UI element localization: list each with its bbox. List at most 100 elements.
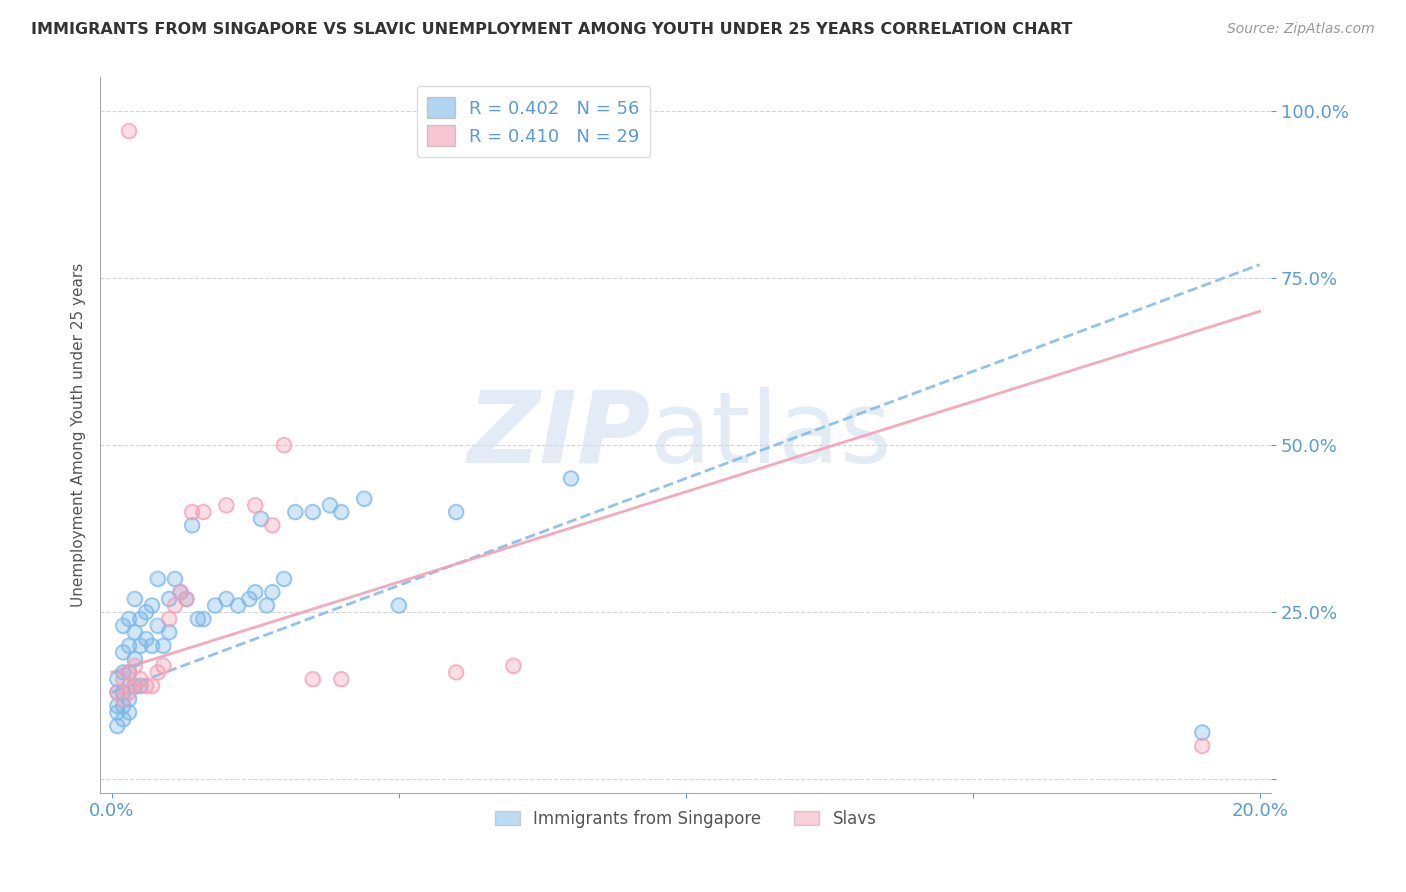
Point (238, 591, 260, 606)
Point (157, 591, 180, 606)
Point (502, 658, 524, 673)
Point (105, 719, 128, 733)
Point (118, 639, 141, 653)
Point (118, 665, 141, 680)
Point (118, 679, 141, 693)
Text: Source: ZipAtlas.com: Source: ZipAtlas.com (1227, 22, 1375, 37)
Point (187, 612, 209, 626)
Point (118, 685, 141, 699)
Point (105, 685, 128, 699)
Point (112, 618, 135, 632)
Point (112, 645, 135, 659)
Point (181, 505, 204, 519)
Point (118, 665, 141, 680)
Point (157, 612, 180, 626)
Point (105, 719, 128, 733)
Point (353, 491, 375, 506)
Point (141, 679, 163, 693)
Point (129, 672, 152, 686)
Point (105, 698, 128, 713)
Point (105, 706, 128, 720)
Point (105, 685, 128, 699)
Point (319, 498, 342, 512)
Point (444, 665, 467, 680)
Point (112, 698, 135, 713)
Point (129, 679, 152, 693)
Point (330, 505, 353, 519)
Point (124, 591, 146, 606)
Point (169, 585, 191, 599)
Point (560, 471, 582, 485)
Point (118, 685, 141, 699)
Point (174, 591, 197, 606)
Point (157, 612, 180, 626)
Point (301, 672, 323, 686)
Point (129, 612, 152, 626)
Point (129, 672, 152, 686)
Point (1191, 725, 1213, 739)
Point (273, 572, 295, 586)
Point (226, 599, 249, 613)
Point (141, 679, 163, 693)
Point (163, 599, 186, 613)
Point (193, 612, 215, 626)
Point (193, 612, 215, 626)
Point (135, 632, 157, 646)
Point (152, 639, 174, 653)
Point (262, 518, 284, 533)
Point (169, 585, 191, 599)
Point (250, 511, 273, 525)
Point (118, 612, 141, 626)
Point (112, 712, 135, 726)
Point (105, 685, 128, 699)
Point (112, 685, 135, 699)
Point (301, 505, 323, 519)
Point (243, 498, 266, 512)
Point (330, 672, 353, 686)
Point (273, 438, 295, 452)
Point (181, 518, 204, 533)
Point (141, 639, 163, 653)
Point (118, 665, 141, 680)
Point (169, 585, 191, 599)
Point (124, 679, 146, 693)
Point (118, 706, 141, 720)
Point (124, 625, 146, 640)
Point (118, 124, 141, 138)
Point (301, 505, 323, 519)
Point (146, 572, 169, 586)
Point (174, 591, 197, 606)
Point (152, 658, 174, 673)
Point (330, 672, 353, 686)
Point (181, 505, 204, 519)
Point (124, 679, 146, 693)
Point (146, 665, 169, 680)
Text: IMMIGRANTS FROM SINGAPORE VS SLAVIC UNEMPLOYMENT AMONG YOUTH UNDER 25 YEARS CORR: IMMIGRANTS FROM SINGAPORE VS SLAVIC UNEM… (31, 22, 1073, 37)
Point (105, 672, 128, 686)
Legend: Immigrants from Singapore, Slavs: Immigrants from Singapore, Slavs (488, 803, 883, 834)
Point (204, 599, 226, 613)
Point (169, 585, 191, 599)
Point (262, 585, 284, 599)
Point (243, 585, 266, 599)
Point (124, 625, 146, 640)
Point (152, 658, 174, 673)
Point (129, 639, 152, 653)
Point (124, 652, 146, 666)
Point (163, 572, 186, 586)
Point (112, 692, 135, 706)
Point (256, 599, 278, 613)
Point (105, 672, 128, 686)
Point (243, 498, 266, 512)
Point (105, 698, 128, 713)
Point (444, 505, 467, 519)
Point (256, 599, 278, 613)
Point (157, 591, 180, 606)
Point (112, 665, 135, 680)
Point (238, 591, 260, 606)
Point (112, 685, 135, 699)
Point (273, 438, 295, 452)
Point (215, 498, 238, 512)
Point (118, 692, 141, 706)
Point (118, 612, 141, 626)
